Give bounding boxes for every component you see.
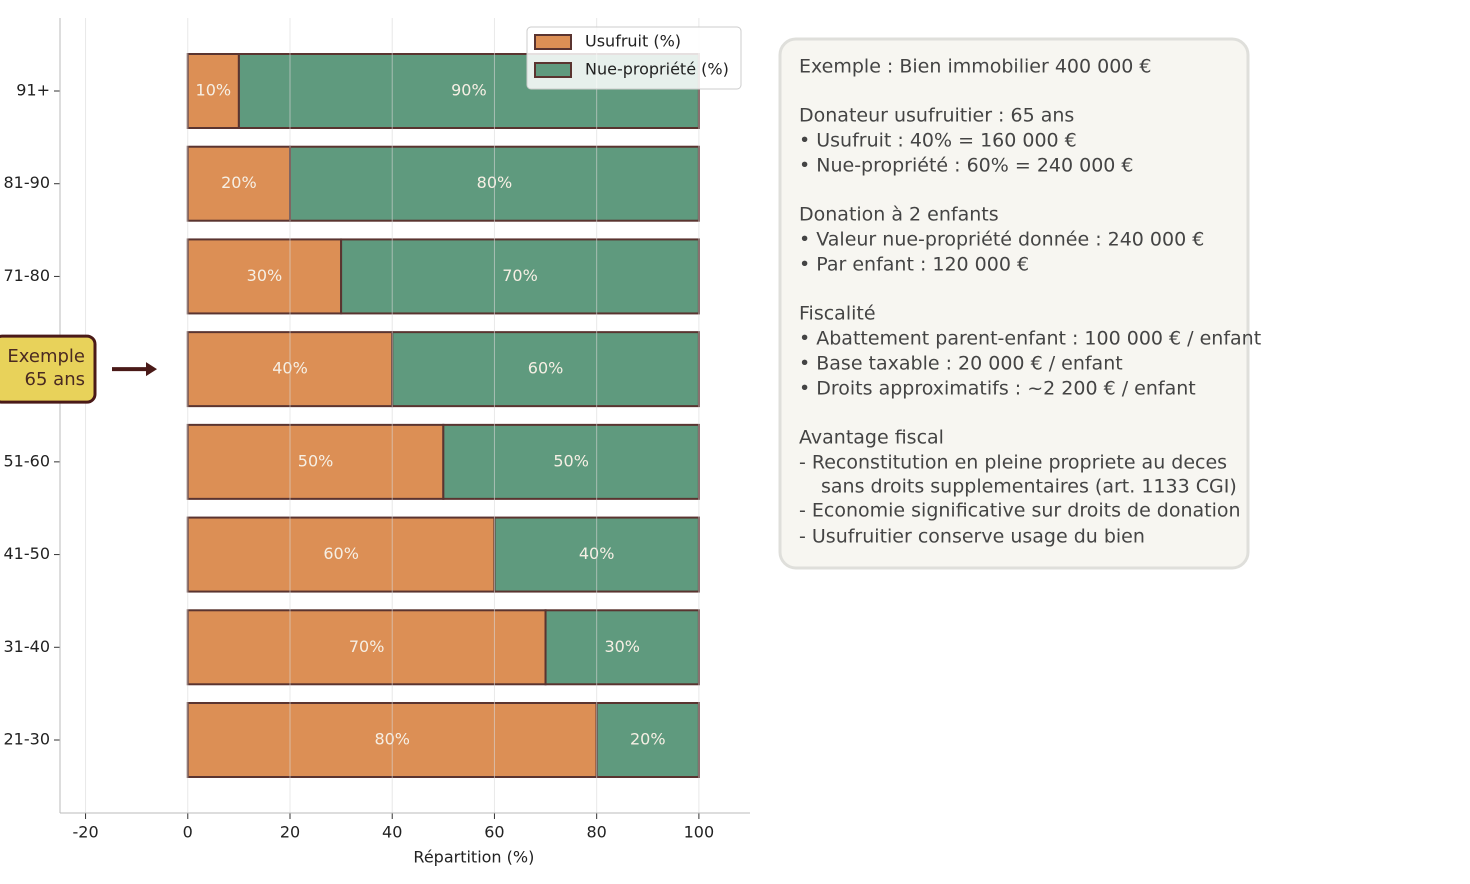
y-tick-label: 51-60 [4,451,51,470]
y-tick-label: 71-80 [4,266,51,285]
info-line: • Droits approximatifs : ~2 200 € / enfa… [799,378,1196,400]
data-label: 70% [502,266,538,285]
y-tick-label: 21-30 [4,730,51,749]
info-line: • Abattement parent-enfant : 100 000 € /… [799,328,1261,350]
x-tick-label: 80 [586,823,606,842]
data-label: 50% [298,451,334,470]
bar-segment [442,423,700,500]
info-line: - Reconstitution en pleine propriete au … [799,452,1227,474]
info-line: • Valeur nue-propriété donnée : 240 000 … [799,229,1204,251]
x-tick-label: -20 [72,823,98,842]
data-label: 20% [221,173,257,192]
info-heading: Avantage fiscal [799,427,944,449]
info-heading: Donateur usufruitier : 65 ans [799,105,1074,127]
info-line: • Usufruit : 40% = 160 000 € [799,130,1077,152]
annotation-box [0,334,97,404]
bar-segment [186,145,291,222]
x-tick-label: 40 [382,823,402,842]
info-line: - Economie significative sur droits de d… [799,500,1241,522]
data-label: 10% [196,81,232,100]
legend-label: Nue-propriété (%) [585,60,729,79]
data-label: 90% [451,81,487,100]
data-label: 20% [630,730,666,749]
data-label: 30% [247,266,283,285]
info-line: • Nue-propriété : 60% = 240 000 € [799,155,1134,177]
info-heading: Exemple : Bien immobilier 400 000 € [799,56,1152,78]
x-tick-label: 60 [484,823,504,842]
legend-label: Usufruit (%) [585,32,681,51]
bar-segment [186,238,343,315]
data-label: 60% [323,544,359,563]
x-tick-label: 100 [684,823,715,842]
bar-segment [340,238,700,315]
info-heading: Fiscalité [799,303,876,325]
legend-swatch [534,62,572,78]
y-tick-label: 81-90 [4,173,51,192]
bar-segment [544,609,700,686]
info-line: • Base taxable : 20 000 € / enfant [799,353,1123,375]
info-heading: Donation à 2 enfants [799,204,999,226]
x-axis-label: Répartition (%) [413,848,534,867]
y-tick-label: 91+ [16,81,50,100]
annotation-text: 65 ans [25,369,85,390]
info-line: - Usufruitier conserve usage du bien [799,526,1145,548]
annotation-text: Exemple [7,346,85,367]
data-label: 50% [553,451,589,470]
legend-box [526,26,742,90]
data-label: 60% [528,359,564,378]
bar-segment [391,331,700,408]
annotation-arrowhead [146,362,157,377]
info-line: • Par enfant : 120 000 € [799,254,1029,276]
x-tick-label: 20 [280,823,300,842]
info-box [778,37,1250,570]
data-label: 30% [604,637,640,656]
bar-segment [186,609,547,686]
bar-segment [186,423,445,500]
y-tick-label: 31-40 [4,637,51,656]
bar-segment [595,702,700,778]
legend-swatch [534,34,572,50]
data-label: 70% [349,637,385,656]
info-line: sans droits supplementaires (art. 1133 C… [821,476,1237,498]
x-tick-label: 0 [183,823,193,842]
y-tick-label: 41-50 [4,544,51,563]
